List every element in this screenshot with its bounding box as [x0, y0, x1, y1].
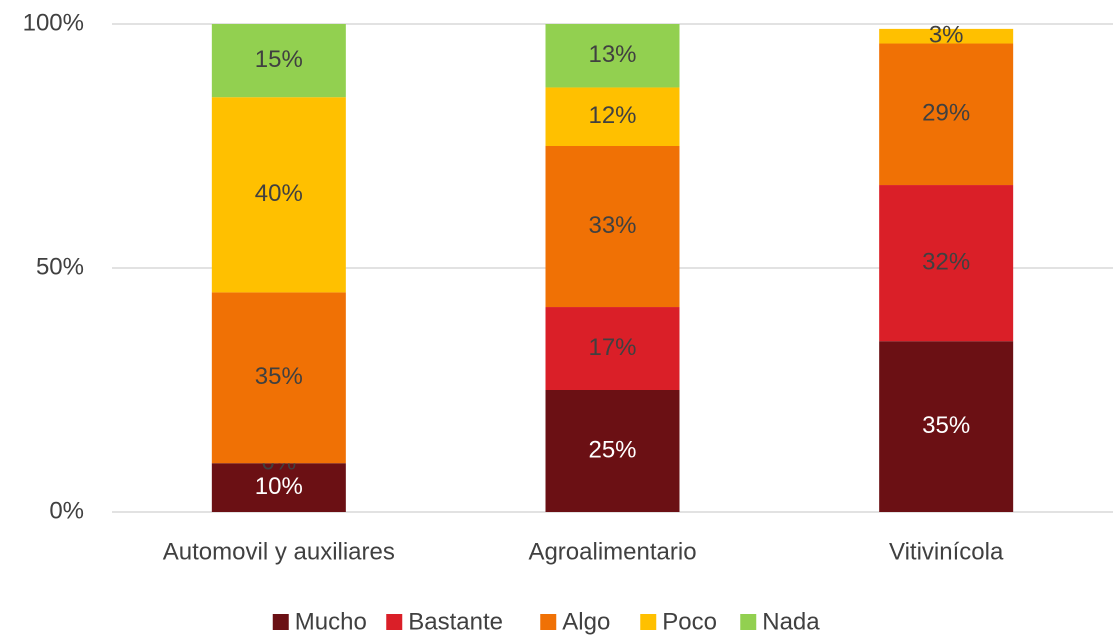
data-label: 40%	[255, 180, 303, 207]
y-tick-label: 50%	[36, 253, 84, 280]
bar-segment	[879, 28, 1014, 44]
data-label: 32%	[922, 248, 970, 275]
legend-label: Bastante	[408, 608, 503, 635]
data-label: 25%	[588, 436, 636, 463]
data-label: 3%	[929, 22, 964, 49]
bar-segment	[879, 185, 1014, 342]
legend-swatch	[540, 614, 557, 630]
y-tick-label: 0%	[49, 497, 84, 524]
data-label: 12%	[588, 102, 636, 129]
bar-segment	[211, 292, 346, 464]
bar-segment	[879, 43, 1014, 186]
bar-segment	[211, 24, 346, 98]
legend-swatch	[640, 614, 657, 630]
bar-segment	[545, 307, 680, 390]
data-label: 33%	[588, 212, 636, 239]
legend-label: Algo	[562, 608, 610, 635]
data-label: 17%	[588, 334, 636, 361]
bar-segment	[545, 87, 680, 146]
legend-swatch	[740, 614, 757, 630]
data-label: 29%	[922, 100, 970, 127]
x-tick-label: Automovil y auxiliares	[163, 538, 395, 565]
data-label: 13%	[588, 41, 636, 68]
legend-label: Poco	[662, 608, 717, 635]
data-label: 15%	[255, 46, 303, 73]
bar-segment	[545, 146, 680, 308]
data-label: 35%	[922, 412, 970, 439]
bar-segment	[211, 463, 346, 512]
bar-segment	[879, 341, 1014, 512]
data-label: 35%	[255, 363, 303, 390]
x-tick-label: Vitivinícola	[889, 538, 1004, 565]
y-tick-label: 100%	[23, 9, 84, 36]
data-label: 10%	[255, 473, 303, 500]
legend-swatch	[272, 614, 289, 630]
bar-segment	[545, 390, 680, 512]
bar-segment	[545, 24, 680, 88]
bar-segment	[211, 97, 346, 293]
legend-label: Nada	[762, 608, 820, 635]
x-tick-label: Agroalimentario	[528, 538, 696, 565]
legend-swatch	[386, 614, 403, 630]
legend-label: Mucho	[295, 608, 367, 635]
